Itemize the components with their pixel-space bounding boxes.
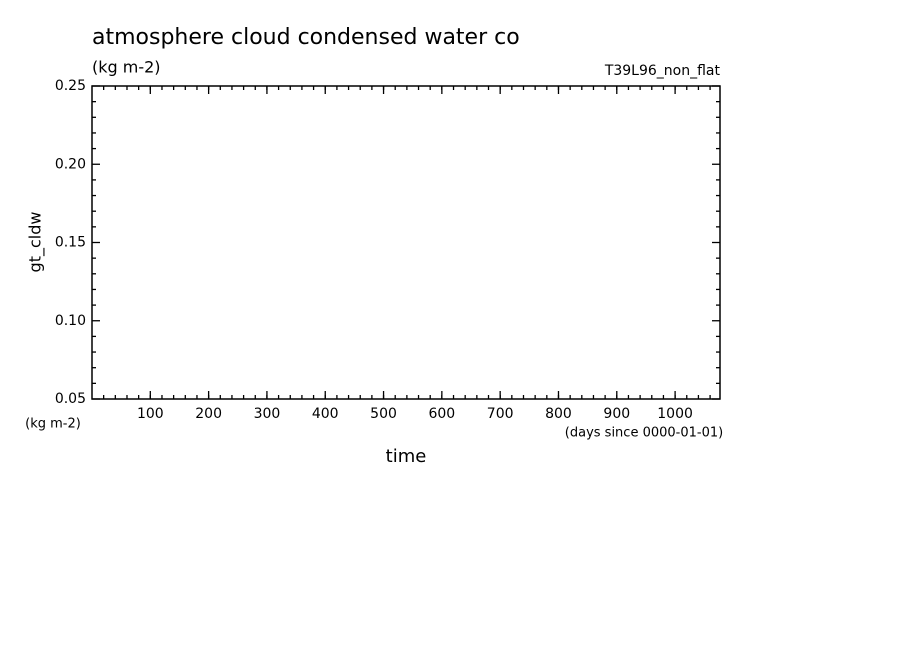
x-tick-label: 100 bbox=[137, 406, 164, 422]
y-tick-label: 0.05 bbox=[55, 391, 86, 407]
x-axis-label: time bbox=[386, 446, 427, 467]
chart-subtitle: (kg m-2) bbox=[92, 58, 161, 77]
chart-title: atmosphere cloud condensed water co bbox=[92, 25, 520, 50]
y-axis-unit: (kg m-2) bbox=[25, 417, 81, 432]
x-tick-label: 500 bbox=[370, 406, 397, 422]
y-tick-label: 0.10 bbox=[55, 313, 86, 329]
run-label: T39L96_non_flat bbox=[604, 63, 721, 79]
x-axis-unit: (days since 0000-01-01) bbox=[565, 426, 723, 441]
y-tick-label: 0.25 bbox=[55, 78, 86, 94]
x-tick-label: 600 bbox=[428, 406, 455, 422]
x-tick-label: 1000 bbox=[657, 406, 693, 422]
y-tick-label: 0.15 bbox=[55, 235, 86, 251]
x-tick-label: 300 bbox=[254, 406, 281, 422]
plot-frame bbox=[91, 85, 721, 400]
x-tick-label: 900 bbox=[603, 406, 630, 422]
y-axis-label: gt_cldw bbox=[26, 212, 46, 273]
x-tick-label: 800 bbox=[545, 406, 572, 422]
y-tick-label: 0.20 bbox=[55, 156, 86, 172]
x-tick-label: 400 bbox=[312, 406, 339, 422]
x-tick-label: 200 bbox=[195, 406, 222, 422]
x-tick-label: 700 bbox=[487, 406, 514, 422]
